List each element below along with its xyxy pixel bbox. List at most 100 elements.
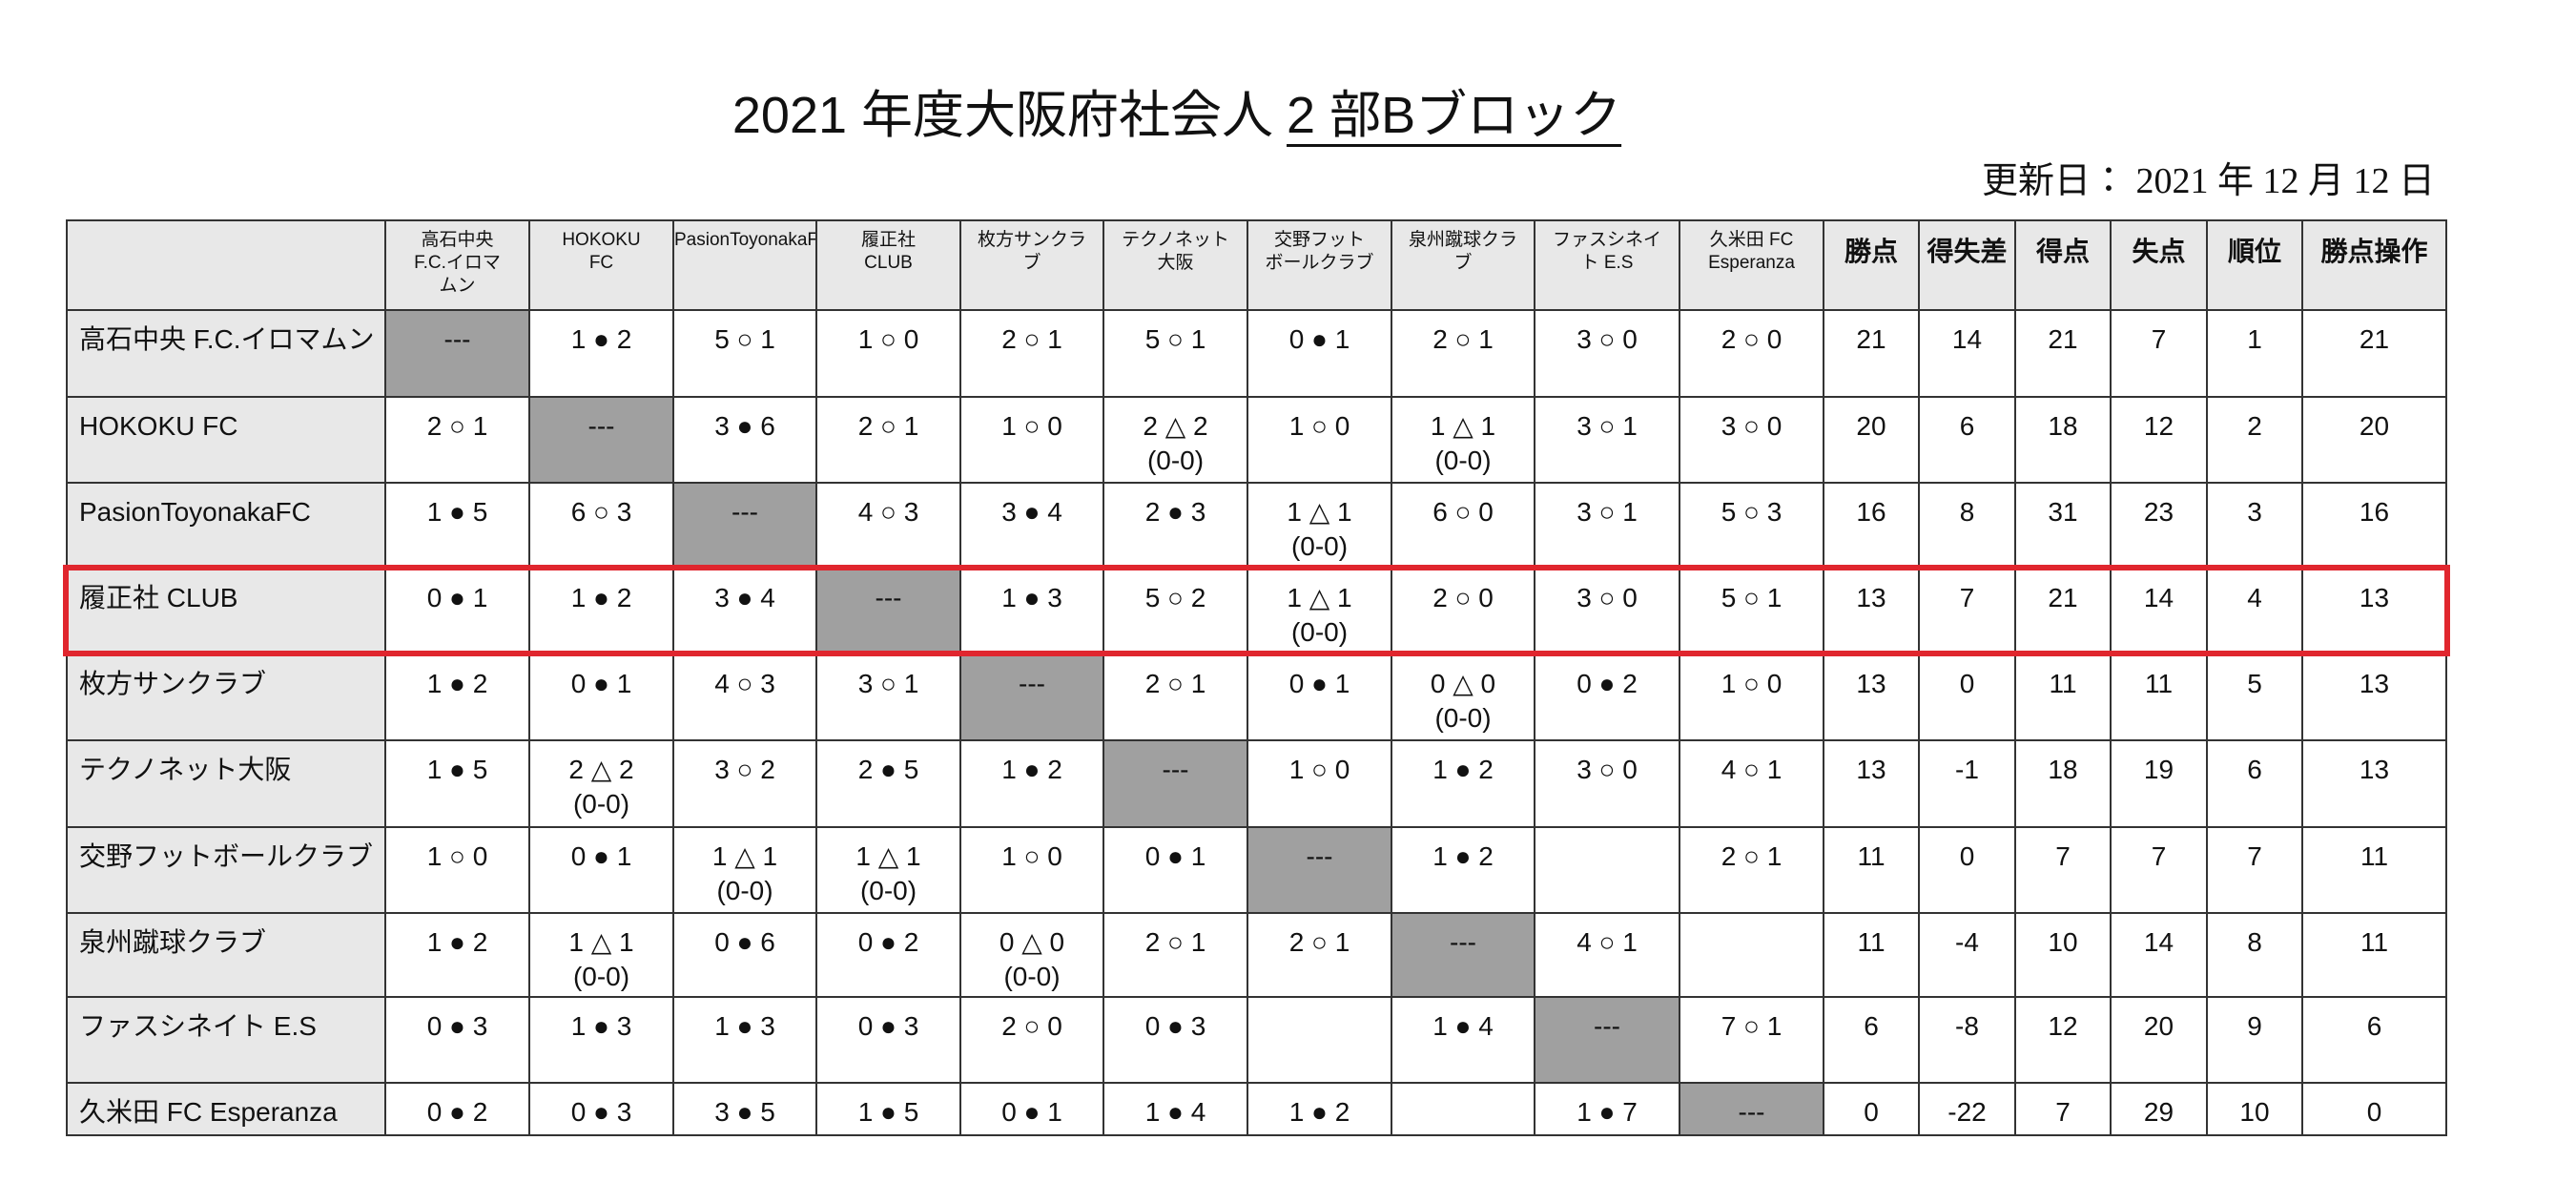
header-line: PasionToyonakaFC	[674, 230, 816, 250]
result-line: 1 ● 5	[857, 1097, 919, 1127]
result-line: 0 ● 2	[426, 1097, 488, 1127]
result-line: ---	[1306, 841, 1333, 871]
result-cell: ---	[1247, 826, 1392, 914]
team-name: 履正社 CLUB	[66, 568, 386, 655]
stat-header: 失点	[2110, 219, 2208, 311]
result-line: 0 ● 1	[1288, 669, 1350, 698]
stat-cell: 6	[2206, 739, 2303, 828]
result-line: 2 ● 3	[1144, 497, 1206, 527]
result-line: 5 ○ 1	[1721, 583, 1783, 612]
result-cell: 3 ● 5	[672, 1082, 817, 1136]
result-line: (0-0)	[1290, 531, 1349, 561]
result-line: 5 ○ 1	[1144, 324, 1206, 354]
result-line: 1 ● 5	[426, 755, 488, 784]
result-line: 0 ● 1	[1288, 324, 1350, 354]
team-header: 高石中央 F.C.イロマ ムン	[384, 219, 530, 311]
result-line: 3 ○ 0	[1577, 324, 1638, 354]
stat-cell: 29	[2110, 1082, 2208, 1136]
result-line: 1 ● 4	[1432, 1011, 1494, 1041]
team-header: ファスシネイト E.S	[1534, 219, 1680, 311]
header-line: 交野フット	[1273, 230, 1365, 250]
result-cell: 5 ○ 3	[1679, 482, 1824, 570]
stat-cell: 7	[2110, 826, 2208, 914]
result-line: (0-0)	[859, 876, 917, 905]
stat-cell: 14	[2110, 912, 2208, 998]
header-line: 履正社	[860, 230, 916, 250]
stat-cell: 2	[2206, 396, 2303, 484]
result-line: 5 ○ 1	[714, 324, 775, 354]
stat-header: 勝点操作	[2301, 219, 2447, 311]
result-cell: 0 ● 1	[528, 653, 674, 741]
result-cell: 1 ● 2	[528, 309, 674, 398]
result-line: 0 ● 1	[1001, 1097, 1062, 1127]
stat-cell: 21	[1823, 309, 1920, 398]
result-cell: ---	[1391, 912, 1535, 998]
team-row: 交野フットボールクラブ 1 ○ 0 0 ● 1 1 △ 1 (0-0) 1 △ 1 (0-0…	[66, 826, 2447, 914]
stat-cell: 0	[1823, 1082, 1920, 1136]
result-cell: 0 ● 1	[1247, 309, 1392, 398]
result-line: 1 ○ 0	[1288, 411, 1350, 441]
team-header: 久米田 FC Esperanza	[1679, 219, 1824, 311]
result-line: 1 ● 3	[570, 1011, 632, 1041]
result-line: 2 △ 2	[1143, 411, 1208, 441]
result-cell: 5 ○ 1	[672, 309, 817, 398]
result-line: 2 ○ 1	[1432, 324, 1494, 354]
header-line: 久米田 FC	[1709, 230, 1794, 250]
header-line: ファスシネイ	[1552, 230, 1661, 250]
result-line: 1 ○ 0	[426, 841, 488, 871]
result-line: 2 ○ 1	[1721, 841, 1783, 871]
result-cell: 1 △ 1 (0-0)	[815, 826, 961, 914]
result-line: 0 ● 1	[570, 841, 632, 871]
result-line: 1 ● 7	[1577, 1097, 1638, 1127]
team-name: 泉州蹴球クラブ	[66, 912, 386, 998]
stat-cell: 5	[2206, 653, 2303, 741]
result-cell: 2 ○ 1	[1103, 653, 1248, 741]
result-cell: 5 ○ 1	[1103, 309, 1248, 398]
result-line: ---	[732, 497, 758, 527]
result-line: ---	[1594, 1011, 1620, 1041]
header-line: ブ	[1453, 253, 1473, 273]
result-cell: 0 ● 3	[1103, 996, 1248, 1084]
stat-cell: 11	[2301, 826, 2447, 914]
team-name: ファスシネイト E.S	[66, 996, 386, 1084]
corner-cell	[66, 219, 386, 311]
team-header: 履正社 CLUB	[815, 219, 961, 311]
result-cell: 2 ○ 1	[1391, 309, 1535, 398]
result-line: 2 ○ 1	[1001, 324, 1062, 354]
result-cell: 2 ○ 1	[1247, 912, 1392, 998]
stat-cell: 3	[2206, 482, 2303, 570]
result-line: 0 △ 0	[999, 927, 1065, 957]
header-line: 大阪	[1157, 253, 1194, 273]
result-line: 0 ● 2	[1577, 669, 1638, 698]
result-cell: 0 ● 1	[1247, 653, 1392, 741]
stat-header: 得失差	[1918, 219, 2016, 311]
header-row: 高石中央 F.C.イロマ ムン HOKOKU FC PasionToyonakaFC 履正社…	[66, 219, 2447, 311]
result-line: (0-0)	[716, 876, 773, 905]
team-name: 久米田 FC Esperanza	[66, 1082, 386, 1136]
stat-cell: 7	[2110, 309, 2208, 398]
team-header: 泉州蹴球クラブ	[1391, 219, 1535, 311]
stat-cell: 14	[2110, 568, 2208, 655]
result-line: 2 ○ 1	[1144, 669, 1206, 698]
result-cell: 3 ○ 0	[1534, 568, 1680, 655]
team-row: 久米田 FC Esperanza 0 ● 2 0 ● 3 3 ● 5 1 ● 5 0 ● …	[66, 1082, 2447, 1136]
result-cell: 5 ○ 1	[1679, 568, 1824, 655]
result-line: 1 ● 3	[1001, 583, 1062, 612]
result-line: 5 ○ 2	[1144, 583, 1206, 612]
stat-cell: 18	[2014, 739, 2112, 828]
result-cell: 1 △ 1 (0-0)	[528, 912, 674, 998]
stat-cell: 11	[1823, 826, 1920, 914]
result-line: 3 ● 4	[1001, 497, 1062, 527]
stat-cell: 13	[2301, 739, 2447, 828]
result-cell: ---	[1103, 739, 1248, 828]
result-line: 3 ● 5	[714, 1097, 775, 1127]
result-cell: 1 ○ 0	[815, 309, 961, 398]
stat-cell: 12	[2110, 396, 2208, 484]
stat-cell: 8	[1918, 482, 2016, 570]
result-cell	[1247, 996, 1392, 1084]
result-line: 2 ● 5	[857, 755, 919, 784]
result-line: 7 ○ 1	[1721, 1011, 1783, 1041]
stat-cell: 16	[1823, 482, 1920, 570]
result-line: 3 ● 4	[714, 583, 775, 612]
result-line: 3 ○ 0	[1577, 755, 1638, 784]
